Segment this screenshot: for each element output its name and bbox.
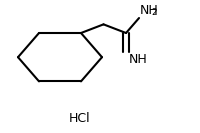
Text: NH: NH: [140, 4, 159, 17]
Text: HCl: HCl: [69, 112, 91, 125]
Text: NH: NH: [128, 53, 147, 66]
Text: 2: 2: [151, 8, 157, 17]
